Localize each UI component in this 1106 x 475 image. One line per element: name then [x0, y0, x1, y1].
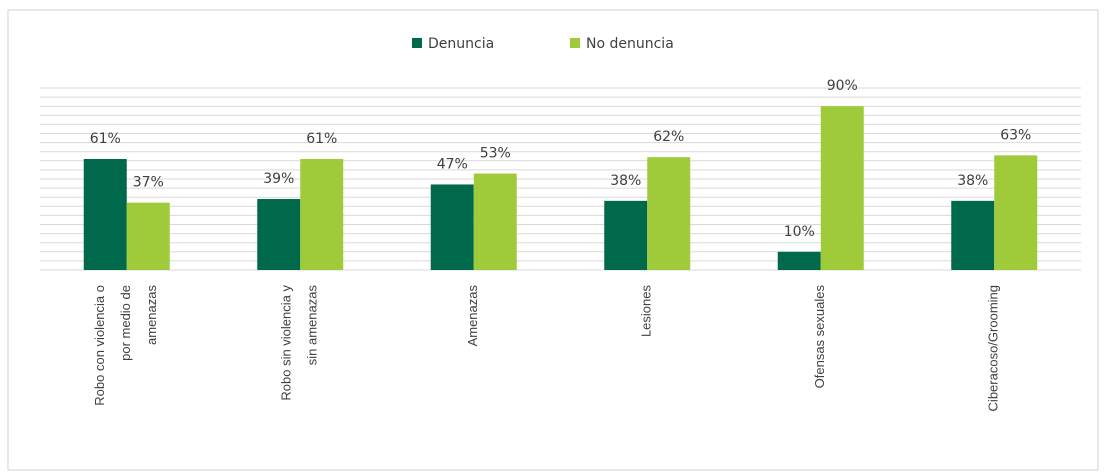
- bar: [83, 158, 127, 270]
- data-label: 61%: [90, 131, 121, 147]
- bar: [994, 155, 1038, 270]
- bar: [647, 157, 691, 270]
- data-label: 63%: [1000, 127, 1031, 143]
- x-tick-label-line: Ofensas sexuales: [812, 285, 827, 389]
- bar: [604, 200, 648, 270]
- bar: [430, 184, 474, 270]
- data-label: 90%: [827, 78, 858, 94]
- bar: [300, 158, 344, 270]
- x-tick-label: Ciberacoso/Grooming: [986, 285, 1001, 411]
- x-tick-label-line: Robo con violencia o: [92, 285, 107, 406]
- bar: [820, 106, 864, 270]
- bar: [257, 199, 301, 270]
- data-label: 61%: [306, 131, 337, 147]
- x-tick-label: Robo con violencia o por medio de amenazas: [92, 285, 159, 406]
- bar: [951, 200, 995, 270]
- x-tick-label: Ofensas sexuales: [812, 285, 827, 389]
- data-label: 37%: [133, 175, 164, 191]
- data-label: 53%: [480, 146, 511, 162]
- legend-label: Denuncia: [428, 36, 494, 52]
- x-tick-label-line: sin amenazas: [305, 285, 320, 366]
- x-tick-label-line: Robo sin violencia y: [279, 285, 294, 401]
- legend-swatch: [570, 38, 580, 48]
- data-label: 10%: [784, 224, 815, 240]
- data-label: 38%: [957, 173, 988, 189]
- legend: Denuncia No denuncia: [412, 36, 674, 52]
- data-label: 39%: [263, 171, 294, 187]
- data-label: 47%: [437, 156, 468, 172]
- x-tick-label: Robo sin violencia y sin amenazas: [279, 285, 320, 401]
- x-tick-label-line: amenazas: [144, 285, 159, 345]
- bar: [473, 173, 517, 270]
- x-tick-label-line: Ciberacoso/Grooming: [986, 285, 1001, 411]
- x-tick-label: Lesiones: [639, 285, 654, 338]
- x-tick-label-line: Amenazas: [465, 285, 480, 347]
- legend-swatch: [412, 38, 422, 48]
- data-label: 62%: [653, 129, 684, 145]
- x-tick-label-line: Lesiones: [639, 285, 654, 338]
- bar: [126, 202, 170, 270]
- x-tick-label-line: por medio de: [118, 285, 133, 361]
- legend-label: No denuncia: [586, 36, 674, 52]
- data-label: 38%: [610, 173, 641, 189]
- chart-border: [7, 9, 1099, 471]
- x-tick-label: Amenazas: [465, 285, 480, 347]
- bar: [777, 251, 821, 270]
